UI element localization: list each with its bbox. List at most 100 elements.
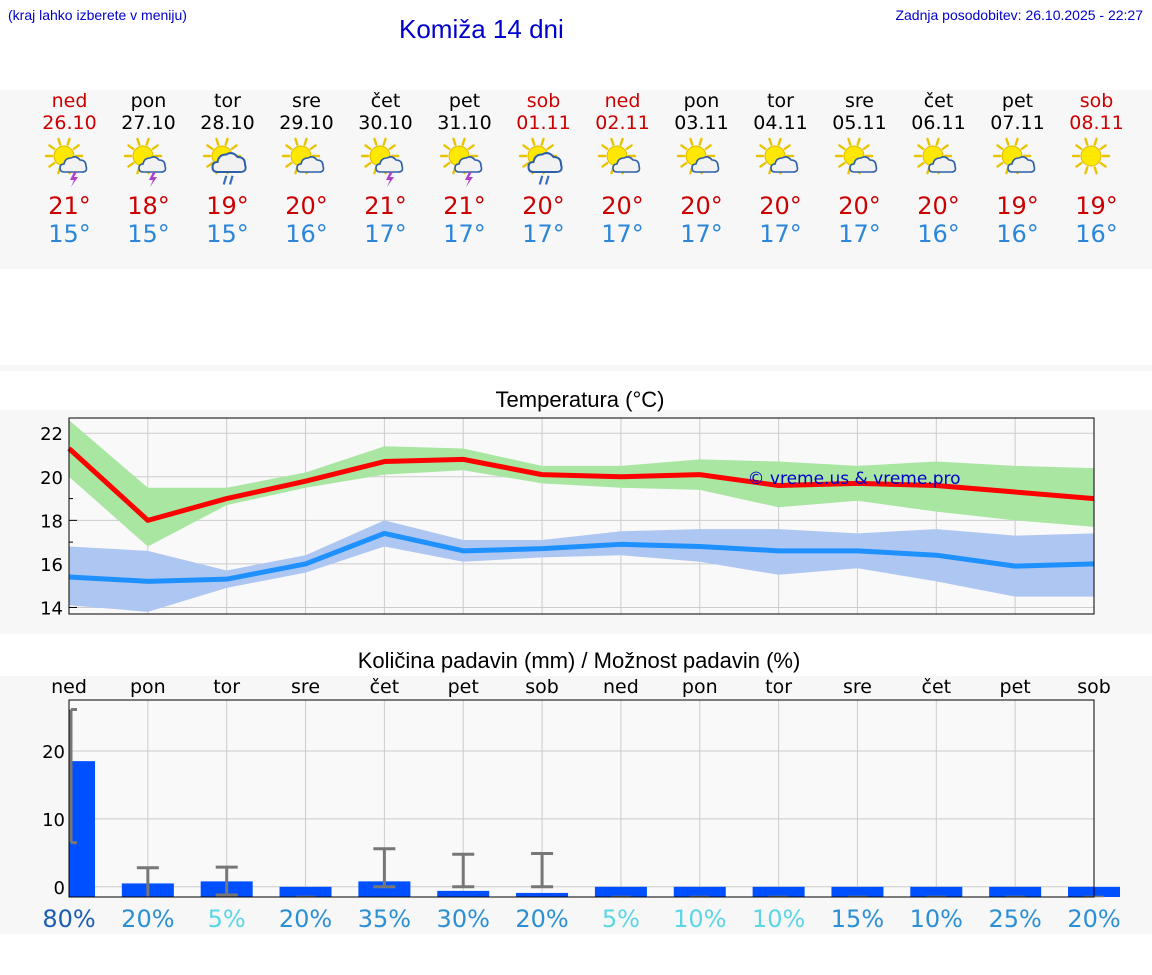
day-column: pet 31.10 21° 17° xyxy=(425,90,504,248)
min-temperature: 15° xyxy=(127,220,170,248)
sun-cloud-rain-icon xyxy=(518,137,563,185)
day-column: pon 03.11 20° 17° xyxy=(662,90,741,248)
sun-cloud-rain-icon xyxy=(202,137,247,185)
precip-probability: 10% xyxy=(910,905,963,933)
day-name: pet xyxy=(1001,90,1034,112)
precip-day-label: tor xyxy=(213,676,240,698)
day-name: ned xyxy=(604,90,641,112)
min-temperature: 17° xyxy=(680,220,723,248)
sun-cloud-icon xyxy=(676,137,719,175)
temperature-chart: 14 16 18 20 22 © vreme.us & vreme.pro xyxy=(40,417,1095,619)
precip-bar xyxy=(594,886,647,897)
weather-icon-wrapper xyxy=(439,136,491,188)
day-name: sre xyxy=(292,90,321,112)
day-name: čet xyxy=(923,90,954,112)
precip-y-tick: 10 xyxy=(42,810,65,831)
sun-cloud-icon xyxy=(281,137,324,175)
weather-icon-wrapper xyxy=(202,136,254,188)
min-temperature-line xyxy=(68,530,1095,584)
precip-bar xyxy=(989,886,1042,897)
precip-day-label: sre xyxy=(843,676,872,698)
precip-probability: 10% xyxy=(673,905,726,933)
sun-cloud-thunder-icon xyxy=(123,137,166,187)
day-column: pet 07.11 19° 16° xyxy=(978,90,1057,248)
precip-day-label: sob xyxy=(1077,676,1111,698)
day-column: tor 28.10 19° 15° xyxy=(188,90,267,248)
precip-probability: 20% xyxy=(121,905,174,933)
min-temperature: 16° xyxy=(996,220,1039,248)
precip-day-label: pon xyxy=(130,676,166,698)
temperature-chart-title: Temperatura (°C) xyxy=(495,387,665,412)
last-update: Zadnja posodobitev: 26.10.2025 - 22:27 xyxy=(895,7,1143,23)
weather-icon-wrapper xyxy=(1071,136,1123,188)
precip-probability: 80% xyxy=(42,905,95,933)
precip-probability: 5% xyxy=(602,905,640,933)
max-temperature: 20° xyxy=(601,192,644,220)
day-name: tor xyxy=(767,90,794,112)
min-temperature: 17° xyxy=(759,220,802,248)
precip-bar xyxy=(516,892,569,897)
day-date: 30.10 xyxy=(358,112,413,134)
day-name: tor xyxy=(214,90,241,112)
precip-day-label: ned xyxy=(51,676,87,698)
weather-icon-wrapper xyxy=(755,136,807,188)
precip-bar xyxy=(358,881,411,897)
weather-icon-wrapper xyxy=(834,136,886,188)
max-temperature: 20° xyxy=(522,192,565,220)
min-temperature-band xyxy=(69,520,1094,612)
location-hint[interactable]: (kraj lahko izberete v meniju) xyxy=(8,7,187,23)
weather-icon-wrapper xyxy=(123,136,175,188)
watermark: © vreme.us & vreme.pro xyxy=(747,469,960,489)
day-date: 05.11 xyxy=(832,112,887,134)
max-temperature: 20° xyxy=(285,192,328,220)
max-temperature: 20° xyxy=(680,192,723,220)
day-column: čet 06.11 20° 16° xyxy=(899,90,978,248)
precip-bar xyxy=(279,886,332,897)
day-column: ned 26.10 21° 15° xyxy=(30,90,109,248)
precip-bar xyxy=(673,886,726,897)
sun-cloud-thunder-icon xyxy=(439,137,482,187)
precip-bar xyxy=(910,886,963,897)
sun-cloud-icon xyxy=(992,137,1035,175)
min-temperature: 17° xyxy=(601,220,644,248)
day-date: 04.11 xyxy=(753,112,808,134)
day-date: 02.11 xyxy=(595,112,650,134)
precip-probability: 5% xyxy=(208,905,246,933)
precip-probability: 35% xyxy=(358,905,411,933)
max-temperature: 19° xyxy=(206,192,249,220)
sun-cloud-thunder-icon xyxy=(44,137,87,187)
max-temperature: 20° xyxy=(838,192,881,220)
day-name: pon xyxy=(130,90,167,112)
min-temperature: 17° xyxy=(443,220,486,248)
day-column: sob 01.11 20° 17° xyxy=(504,90,583,248)
day-name: pon xyxy=(683,90,720,112)
precip-probability: 20% xyxy=(279,905,332,933)
sun-icon xyxy=(1071,137,1110,175)
weather-icon-wrapper xyxy=(992,136,1044,188)
precip-day-label: čet xyxy=(370,676,400,698)
day-date: 08.11 xyxy=(1069,112,1124,134)
divider xyxy=(0,365,1152,371)
temp-y-tick: 18 xyxy=(40,511,63,532)
max-temperature: 19° xyxy=(996,192,1039,220)
precip-probability: 10% xyxy=(752,905,805,933)
day-name: čet xyxy=(370,90,401,112)
sun-cloud-icon xyxy=(834,137,877,175)
precip-probability: 15% xyxy=(831,905,884,933)
precip-y-tick: 20 xyxy=(42,742,65,763)
precip-probability: 20% xyxy=(1067,905,1120,933)
min-temperature: 16° xyxy=(285,220,328,248)
day-name: pet xyxy=(448,90,481,112)
max-temperature: 20° xyxy=(759,192,802,220)
max-temperature: 19° xyxy=(1075,192,1118,220)
weather-icon-wrapper xyxy=(597,136,649,188)
min-temperature: 17° xyxy=(838,220,881,248)
day-date: 31.10 xyxy=(437,112,492,134)
max-temperature-line xyxy=(67,446,1095,523)
sun-cloud-icon xyxy=(755,137,798,175)
day-date: 26.10 xyxy=(42,112,97,134)
day-name: sre xyxy=(845,90,874,112)
max-temperature: 20° xyxy=(917,192,960,220)
precip-day-label: čet xyxy=(922,676,952,698)
sun-cloud-thunder-icon xyxy=(360,137,403,187)
